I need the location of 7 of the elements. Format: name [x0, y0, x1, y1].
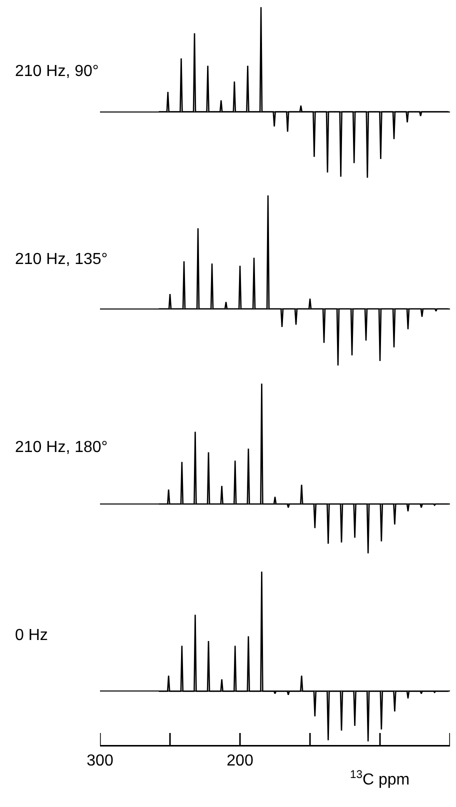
text: 210 Hz, 90° — [15, 63, 99, 80]
text: 210 Hz, 180° — [15, 439, 108, 456]
x-tick-label: 200 — [226, 752, 254, 770]
text: 0 Hz — [15, 627, 48, 644]
x-axis-title: $^{13}$C ppm — [350, 769, 410, 789]
x-tick-label: 300 — [86, 752, 114, 770]
text: 210 Hz, 135° — [15, 251, 108, 268]
